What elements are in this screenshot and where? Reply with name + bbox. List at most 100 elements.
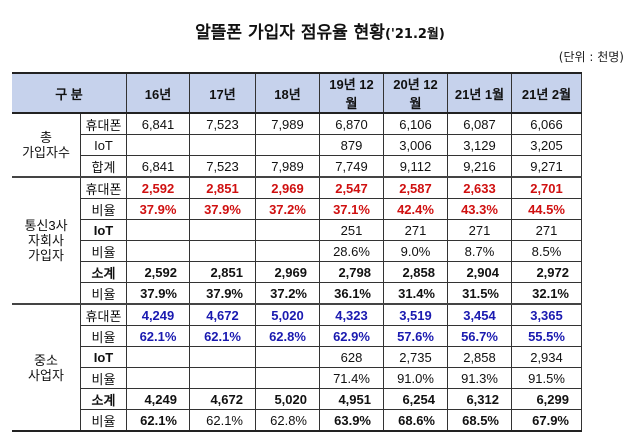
table-cell: 37.9% <box>126 282 190 305</box>
table-row: 소계 4,249 4,672 5,020 4,951 6,254 6,312 6,299 <box>12 388 582 410</box>
column-header: 17년 <box>189 72 256 114</box>
table-cell: 7,989 <box>255 155 320 178</box>
table-row: 소계 2,592 2,851 2,969 2,798 2,858 2,904 2,972 <box>12 261 582 283</box>
table-row: 중소 사업자 휴대폰 4,249 4,672 5,020 4,323 3,519 3,454 3… <box>12 303 582 432</box>
table-cell <box>255 367 320 389</box>
table-cell: 67.9% <box>511 409 582 432</box>
table-cell <box>255 240 320 262</box>
table-cell: 8.7% <box>447 240 512 262</box>
row-label: IoT <box>80 219 127 241</box>
table-cell <box>189 367 256 389</box>
table-row: IoT 251 271 271 271 <box>12 219 582 241</box>
table-cell: 2,969 <box>255 261 320 283</box>
table-cell: 37.1% <box>319 198 384 220</box>
table-cell: 6,299 <box>511 388 582 410</box>
table-cell <box>126 240 190 262</box>
table-cell: 4,249 <box>126 303 190 326</box>
table-cell: 62.1% <box>126 409 190 432</box>
table-cell: 2,858 <box>383 261 448 283</box>
table-cell: 91.3% <box>447 367 512 389</box>
table-cell: 4,672 <box>189 388 256 410</box>
table-cell: 6,066 <box>511 112 582 135</box>
row-label: 비율 <box>80 282 127 305</box>
table-cell: 9.0% <box>383 240 448 262</box>
table-cell: 271 <box>447 219 512 241</box>
table-cell: 31.4% <box>383 282 448 305</box>
table-cell: 91.5% <box>511 367 582 389</box>
subscriber-table: 구 분 16년 17년 18년 19년 12월 20년 12월 21년 1월 21년 2월 총… <box>12 72 582 432</box>
table-cell: 6,841 <box>126 112 190 135</box>
table-cell: 2,592 <box>126 261 190 283</box>
table-cell: 5,020 <box>255 303 320 326</box>
table-row: 비율 62.1% 62.1% 62.8% 62.9% 57.6% 56.7% 55.5% <box>12 325 582 347</box>
table-cell <box>126 346 190 368</box>
page-title: 알뜰폰 가입자 점유율 현황('21.2월) <box>0 18 640 43</box>
header-row: 구 분 16년 17년 18년 19년 12월 20년 12월 21년 1월 21년 2월 <box>12 72 582 114</box>
table-cell: 879 <box>319 134 384 156</box>
table-row: IoT 879 3,006 3,129 3,205 <box>12 134 582 156</box>
table-cell: 3,129 <box>447 134 512 156</box>
row-label: 소계 <box>80 388 127 410</box>
table-cell: 62.8% <box>255 325 320 347</box>
column-header: 21년 1월 <box>447 72 512 114</box>
table-cell: 44.5% <box>511 198 582 220</box>
table-cell: 62.1% <box>189 325 256 347</box>
table-cell: 2,735 <box>383 346 448 368</box>
table-cell <box>189 346 256 368</box>
row-label: 비율 <box>80 240 127 262</box>
table-cell: 32.1% <box>511 282 582 305</box>
table-cell <box>189 219 256 241</box>
row-label: 비율 <box>80 409 127 432</box>
table-cell: 62.1% <box>189 409 256 432</box>
table-cell: 62.8% <box>255 409 320 432</box>
row-label: IoT <box>80 346 127 368</box>
table-cell: 3,365 <box>511 303 582 326</box>
table-cell: 62.1% <box>126 325 190 347</box>
table-cell: 57.6% <box>383 325 448 347</box>
table-cell: 6,106 <box>383 112 448 135</box>
table-cell: 6,870 <box>319 112 384 135</box>
table-cell: 2,851 <box>189 176 256 199</box>
column-header: 16년 <box>126 72 190 114</box>
table-cell: 2,851 <box>189 261 256 283</box>
table-cell: 628 <box>319 346 384 368</box>
table-row: 비율 37.9% 37.9% 37.2% 37.1% 42.4% 43.3% 44.5% <box>12 198 582 220</box>
table-cell: 4,672 <box>189 303 256 326</box>
table-cell: 6,254 <box>383 388 448 410</box>
table-cell: 2,969 <box>255 176 320 199</box>
row-label: 휴대폰 <box>80 176 127 199</box>
row-label: 휴대폰 <box>80 112 127 135</box>
column-header: 18년 <box>255 72 320 114</box>
table-cell: 9,271 <box>511 155 582 178</box>
table-cell: 7,989 <box>255 112 320 135</box>
table-cell: 55.5% <box>511 325 582 347</box>
column-header: 19년 12월 <box>319 72 384 114</box>
table-cell: 4,323 <box>319 303 384 326</box>
table-row: 통신3사 자회사 가입자 휴대폰 2,592 2,851 2,969 2,547 2,587… <box>12 176 582 305</box>
table-cell: 37.9% <box>126 198 190 220</box>
table-cell: 71.4% <box>319 367 384 389</box>
table-cell: 31.5% <box>447 282 512 305</box>
table-row: 총 가입자수 휴대폰 6,841 7,523 7,989 6,870 6,106 6,087 6… <box>12 112 582 178</box>
table-cell: 37.9% <box>189 198 256 220</box>
column-header: 구 분 <box>12 72 127 114</box>
row-label: 합계 <box>80 155 127 178</box>
table-cell: 68.5% <box>447 409 512 432</box>
table-cell: 3,205 <box>511 134 582 156</box>
table-cell: 56.7% <box>447 325 512 347</box>
table-cell: 2,701 <box>511 176 582 199</box>
group-label: 통신3사 자회사 가입자 <box>12 176 81 305</box>
table-cell: 28.6% <box>319 240 384 262</box>
column-header: 21년 2월 <box>511 72 582 114</box>
table-cell: 7,523 <box>189 155 256 178</box>
row-label: 비율 <box>80 367 127 389</box>
group-label: 총 가입자수 <box>12 112 81 178</box>
table-cell: 2,798 <box>319 261 384 283</box>
table-cell: 2,633 <box>447 176 512 199</box>
row-label: 소계 <box>80 261 127 283</box>
table-cell: 6,312 <box>447 388 512 410</box>
table-cell: 2,904 <box>447 261 512 283</box>
table-cell: 2,587 <box>383 176 448 199</box>
table-cell: 2,858 <box>447 346 512 368</box>
table-cell: 7,523 <box>189 112 256 135</box>
